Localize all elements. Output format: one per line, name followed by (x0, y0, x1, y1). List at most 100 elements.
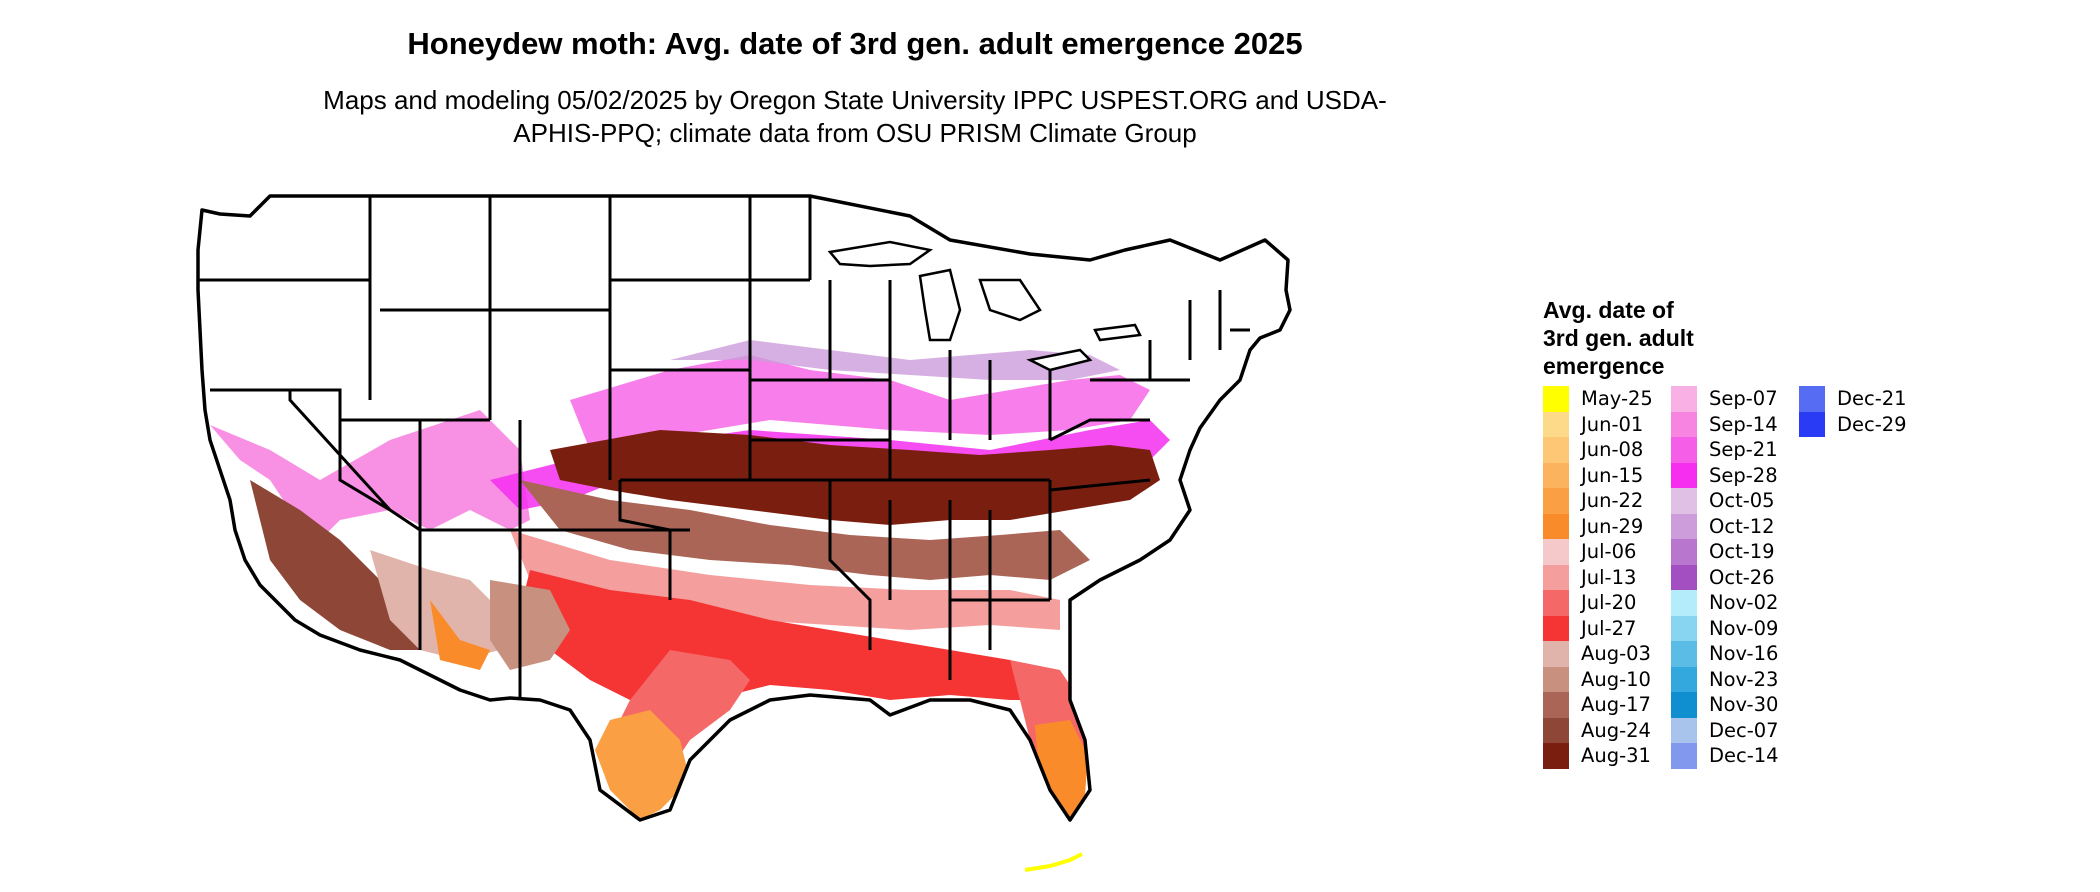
legend-label: Jul-06 (1581, 540, 1637, 564)
legend-label: Jun-01 (1581, 412, 1644, 436)
legend-title-line: 3rd gen. adult (1543, 325, 1694, 351)
legend-label: Oct-26 (1709, 565, 1775, 589)
legend-title-line: Avg. date of (1543, 297, 1674, 323)
legend-item: Nov-30 (1671, 692, 1779, 718)
legend-swatch (1543, 437, 1569, 463)
legend-label: Jun-15 (1581, 463, 1644, 487)
legend-label: May-25 (1581, 387, 1653, 411)
legend-swatch (1671, 488, 1697, 514)
legend-swatch (1671, 437, 1697, 463)
legend-label: Jul-13 (1581, 565, 1637, 589)
legend-title: Avg. date of 3rd gen. adult emergence (1543, 296, 1694, 380)
legend-item: Jun-22 (1543, 488, 1653, 514)
legend-label: Nov-09 (1709, 616, 1779, 640)
legend-label: Nov-23 (1709, 667, 1779, 691)
legend-label: Nov-02 (1709, 591, 1779, 615)
legend-item: Aug-17 (1543, 692, 1653, 718)
legend-item: Jul-13 (1543, 564, 1653, 590)
legend-label: Dec-21 (1837, 387, 1907, 411)
legend-item: Jun-15 (1543, 462, 1653, 488)
legend-swatch (1671, 666, 1697, 692)
us-outline (196, 194, 1292, 822)
legend-swatch (1671, 539, 1697, 565)
legend-item: Jun-01 (1543, 411, 1653, 437)
legend-label: Dec-14 (1709, 744, 1779, 768)
legend-label: Jun-29 (1581, 514, 1644, 538)
legend-item: Jun-29 (1543, 513, 1653, 539)
legend-item: Oct-12 (1671, 513, 1779, 539)
legend-label: Aug-17 (1581, 693, 1651, 717)
legend-item: May-25 (1543, 386, 1653, 412)
legend-item: Jul-20 (1543, 590, 1653, 616)
legend-item: Jun-08 (1543, 437, 1653, 463)
legend-swatch (1671, 564, 1697, 590)
legend-item: Nov-02 (1671, 590, 1779, 616)
legend-label: Nov-16 (1709, 642, 1779, 666)
legend-item: Nov-23 (1671, 666, 1779, 692)
legend-item: Aug-10 (1543, 666, 1653, 692)
legend-label: Jun-08 (1581, 438, 1644, 462)
us-map (196, 194, 1292, 872)
legend-swatch (1671, 692, 1697, 718)
legend-label: Aug-31 (1581, 744, 1651, 768)
legend-item: Dec-21 (1799, 386, 1907, 412)
legend-label: Aug-10 (1581, 667, 1651, 691)
legend-label: Oct-05 (1709, 489, 1775, 513)
legend-item: Nov-16 (1671, 641, 1779, 667)
legend-swatch (1671, 462, 1697, 488)
legend-label: Sep-21 (1709, 438, 1778, 462)
legend-swatch (1543, 539, 1569, 565)
legend-swatch (1543, 615, 1569, 641)
legend-label: Oct-12 (1709, 514, 1775, 538)
florida-keys (1024, 852, 1083, 872)
legend-label: Dec-29 (1837, 412, 1907, 436)
emergence-date-fill (198, 330, 1290, 820)
legend-swatch (1671, 513, 1697, 539)
legend-label: Nov-30 (1709, 693, 1779, 717)
legend-item: Oct-05 (1671, 488, 1779, 514)
legend-swatch (1671, 743, 1697, 769)
legend-item: Aug-31 (1543, 743, 1653, 769)
legend-title-line: emergence (1543, 353, 1665, 379)
legend-swatch (1543, 666, 1569, 692)
legend-swatch (1543, 717, 1569, 743)
legend-swatch (1671, 641, 1697, 667)
state-borders (198, 196, 1250, 700)
legend-swatch (1543, 386, 1569, 412)
legend-item: Dec-29 (1799, 411, 1907, 437)
legend-item: Dec-07 (1671, 717, 1779, 743)
great-lakes (827, 240, 1142, 372)
legend-swatch (1671, 717, 1697, 743)
legend-item: Sep-28 (1671, 462, 1779, 488)
legend-swatch (1543, 411, 1569, 437)
legend-label: Oct-19 (1709, 540, 1775, 564)
legend-swatch (1799, 411, 1825, 437)
legend-label: Aug-03 (1581, 642, 1651, 666)
legend-swatch (1543, 743, 1569, 769)
map-subtitle: Maps and modeling 05/02/2025 by Oregon S… (323, 85, 1387, 148)
legend-item: Oct-26 (1671, 564, 1779, 590)
legend-label: Aug-24 (1581, 718, 1651, 742)
legend-swatch (1671, 590, 1697, 616)
legend-swatch (1543, 641, 1569, 667)
legend-item: Sep-07 (1671, 386, 1779, 412)
legend-label: Jul-20 (1581, 591, 1637, 615)
legend-label: Dec-07 (1709, 718, 1779, 742)
legend-item: Dec-14 (1671, 743, 1779, 769)
legend-item: Nov-09 (1671, 615, 1779, 641)
legend-swatch (1543, 462, 1569, 488)
legend-item: Sep-14 (1671, 411, 1779, 437)
legend-column-3: Dec-21 Dec-29 (1799, 386, 1907, 437)
legend-item: Sep-21 (1671, 437, 1779, 463)
legend-column-1: May-25 Jun-01 Jun-08 Jun-15 Jun-22 Jun-29 Jul-… (1543, 386, 1653, 769)
legend-swatch (1543, 488, 1569, 514)
legend-swatch (1799, 386, 1825, 412)
legend-swatch (1671, 386, 1697, 412)
legend-label: Sep-07 (1709, 387, 1778, 411)
legend-item: Oct-19 (1671, 539, 1779, 565)
legend-label: Sep-14 (1709, 412, 1778, 436)
legend-swatch (1543, 692, 1569, 718)
legend-label: Sep-28 (1709, 463, 1778, 487)
legend-item: Aug-24 (1543, 717, 1653, 743)
legend-swatch (1671, 411, 1697, 437)
